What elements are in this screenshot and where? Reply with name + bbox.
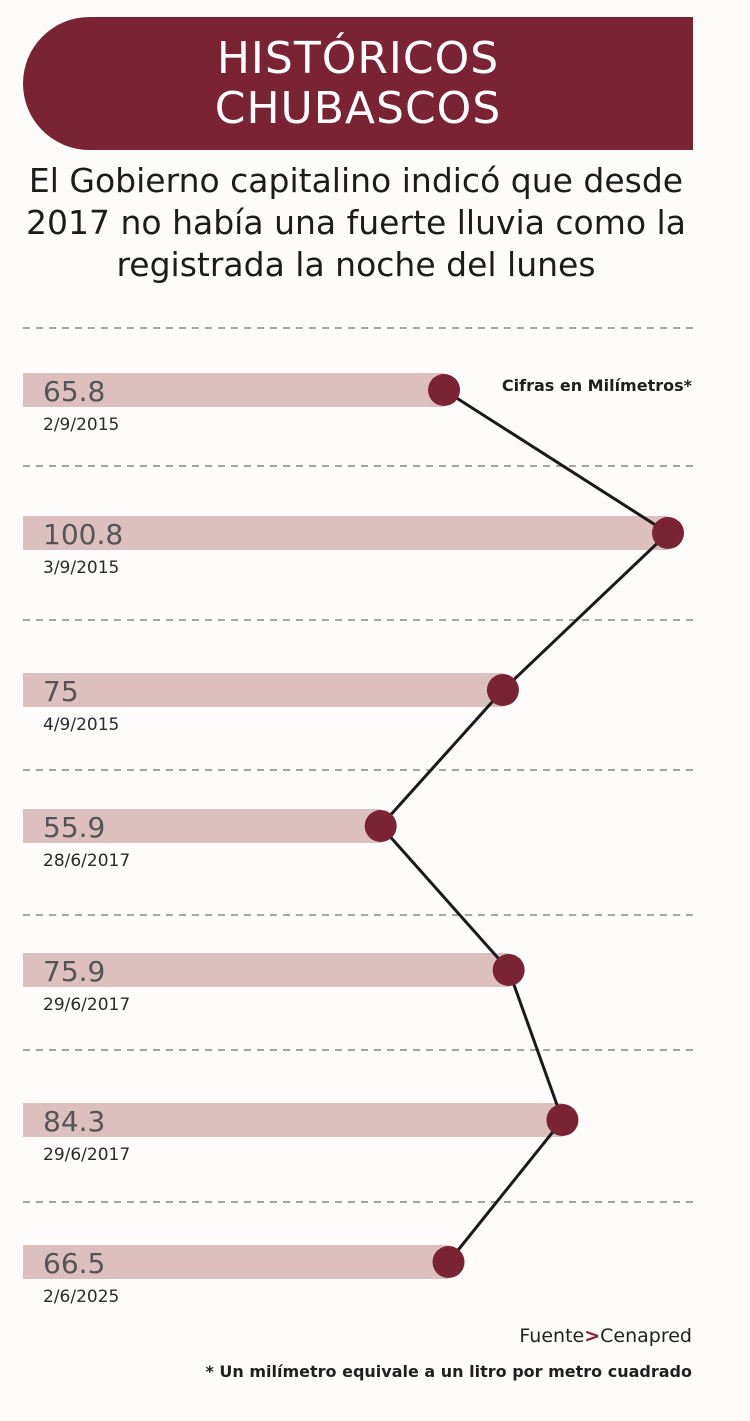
value-bar xyxy=(23,373,445,407)
title-line-2: CHUBASCOS xyxy=(214,82,502,134)
source-name: Cenapred xyxy=(600,1325,692,1347)
value-bar xyxy=(23,953,509,987)
value-label: 65.8 xyxy=(43,375,105,408)
date-label: 29/6/2017 xyxy=(43,995,130,1015)
source-credit: Fuente>Cenapred xyxy=(519,1325,692,1347)
value-label: 55.9 xyxy=(43,811,105,844)
value-label: 75.9 xyxy=(43,955,105,988)
source-label: Fuente xyxy=(519,1325,585,1347)
value-label: 84.3 xyxy=(43,1105,105,1138)
data-point xyxy=(492,954,525,986)
date-label: 4/9/2015 xyxy=(43,715,119,735)
data-point xyxy=(428,374,461,406)
data-point xyxy=(546,1104,579,1136)
data-point xyxy=(364,810,397,842)
title-line-1: HISTÓRICOS xyxy=(216,32,500,84)
source-separator: > xyxy=(584,1325,601,1347)
subtitle-line-3: registrada la noche del lunes xyxy=(116,245,596,284)
subtitle-line-2: 2017 no había una fuerte lluvia como la xyxy=(26,203,686,242)
subtitle-line-1: El Gobierno capitalino indicó que desde xyxy=(28,161,684,200)
data-point xyxy=(432,1246,465,1278)
date-label: 2/6/2025 xyxy=(43,1287,119,1307)
value-bar xyxy=(23,673,503,707)
value-bar xyxy=(23,1245,449,1279)
value-label: 66.5 xyxy=(43,1247,105,1280)
subtitle: El Gobierno capitalino indicó que desde … xyxy=(0,160,712,286)
date-label: 28/6/2017 xyxy=(43,851,130,871)
value-label: 75 xyxy=(43,675,79,708)
data-point xyxy=(652,517,684,549)
date-label: 2/9/2015 xyxy=(43,415,119,435)
date-label: 29/6/2017 xyxy=(43,1145,130,1165)
value-bar xyxy=(23,809,381,843)
units-note: Cifras en Milímetros* xyxy=(501,376,692,395)
date-label: 3/9/2015 xyxy=(43,558,119,578)
value-label: 100.8 xyxy=(43,518,123,551)
value-bar xyxy=(23,1103,563,1137)
value-bar xyxy=(23,516,668,550)
title-banner: HISTÓRICOS CHUBASCOS xyxy=(23,17,693,150)
data-point xyxy=(486,674,519,706)
footnote: * Un milímetro equivale a un litro por m… xyxy=(205,1362,692,1381)
